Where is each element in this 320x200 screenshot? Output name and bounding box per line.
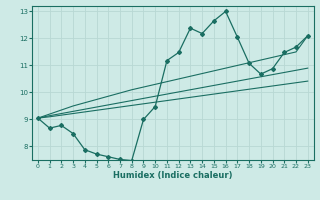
X-axis label: Humidex (Indice chaleur): Humidex (Indice chaleur) xyxy=(113,171,233,180)
